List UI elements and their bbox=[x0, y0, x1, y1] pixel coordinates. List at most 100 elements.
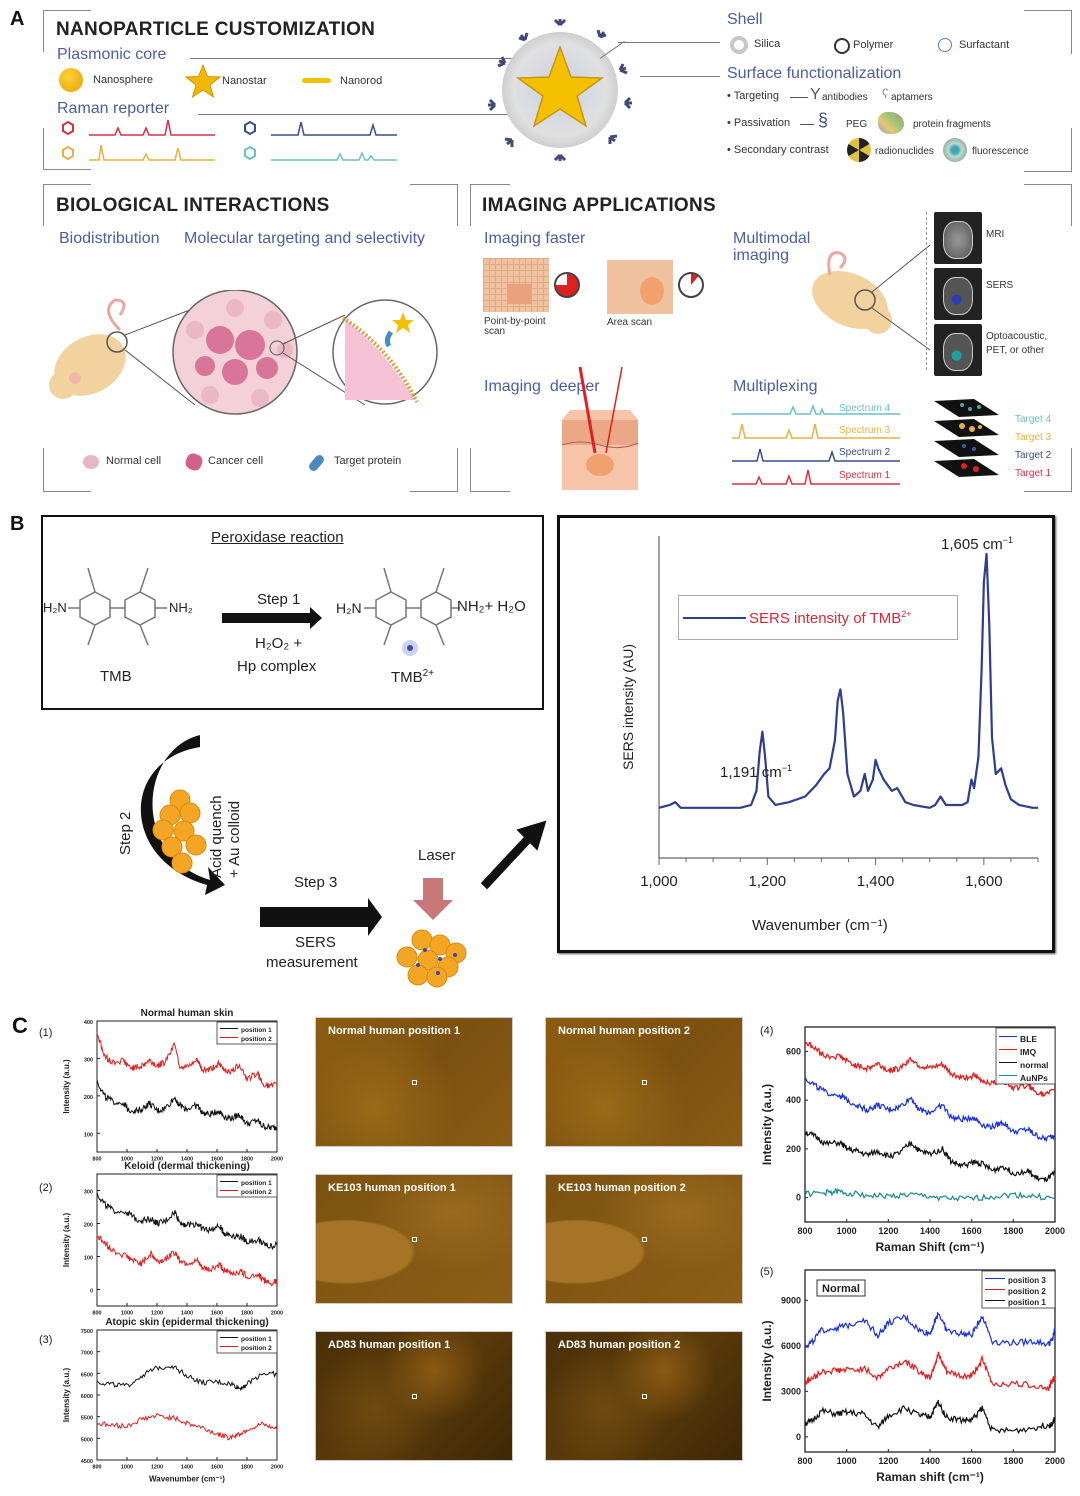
x-tick-label: 1600 bbox=[211, 1311, 223, 1317]
x-tick-label: 1800 bbox=[1003, 1456, 1023, 1466]
nanostar-icon bbox=[185, 64, 221, 98]
x-tick-label: 1200 bbox=[878, 1456, 898, 1466]
bracket bbox=[43, 128, 91, 170]
fluorescence-icon bbox=[943, 138, 967, 162]
step1-arrow bbox=[222, 607, 322, 629]
point-scan-grid bbox=[483, 258, 549, 312]
chart-title: Atopic skin (epidermal thickening) bbox=[105, 1317, 268, 1328]
legend-label: position 2 bbox=[1008, 1287, 1046, 1296]
target-protein-icon bbox=[307, 453, 326, 473]
y-tick-label: 0 bbox=[796, 1432, 801, 1442]
skin-depth-illustration bbox=[561, 366, 639, 490]
bio-interactions-title: BIOLOGICAL INTERACTIONS bbox=[56, 195, 330, 216]
legend-label: AuNPs bbox=[1020, 1073, 1048, 1083]
nanosphere-icon bbox=[59, 68, 83, 92]
biodistribution-illustration bbox=[49, 290, 438, 415]
sub-label-3: (3) bbox=[39, 1334, 53, 1346]
sub-label-4: (4) bbox=[760, 1025, 774, 1037]
micrograph-image: AD83 human position 1 bbox=[315, 1331, 513, 1461]
sers-chart-box bbox=[557, 515, 1055, 953]
passivation-label: • Passivation bbox=[727, 117, 791, 129]
legend-line bbox=[683, 617, 746, 619]
h2n-label: H₂N bbox=[43, 600, 67, 615]
chart-title: Normal human skin bbox=[141, 1008, 234, 1019]
reagent-h2o2: H₂O₂ + bbox=[255, 635, 303, 652]
stopwatch-icon bbox=[554, 272, 580, 298]
mouse-icon bbox=[49, 298, 128, 399]
spectrum-4-label: Spectrum 4 bbox=[839, 403, 891, 414]
secondary-contrast-label: • Secondary contrast bbox=[727, 144, 829, 156]
y-tick-label: 100 bbox=[84, 1256, 93, 1262]
series-line-imq bbox=[804, 1041, 1056, 1097]
bracket bbox=[470, 184, 510, 226]
legend-box bbox=[995, 1027, 1056, 1085]
peg-icon: § bbox=[818, 110, 829, 130]
biodistribution-heading: Biodistribution bbox=[59, 230, 160, 247]
leader-line bbox=[640, 76, 720, 77]
silica-shell-icon bbox=[730, 36, 748, 54]
legend-label: SERS intensity of TMB2+ bbox=[749, 609, 912, 627]
x-tick-label: 1,200 bbox=[749, 873, 787, 890]
bracket bbox=[470, 448, 510, 492]
tmb2-molecule bbox=[364, 567, 460, 646]
mri-scan-image bbox=[934, 212, 982, 264]
bracket bbox=[1024, 184, 1072, 226]
y-tick-label: 6500 bbox=[81, 1372, 93, 1378]
y-tick-label: 200 bbox=[84, 1095, 93, 1101]
step1-label: Step 1 bbox=[257, 591, 301, 608]
sers-scan-image bbox=[934, 268, 982, 320]
series-line-normal bbox=[804, 1131, 1056, 1183]
chart-raman-conditions: 800 1000 1200 1400 1600 1800 2000 0 200 400 600 Int… bbox=[760, 1026, 1065, 1254]
bracket bbox=[43, 10, 91, 52]
radionuclides-label: radionuclides bbox=[875, 146, 934, 157]
x-axis-title: Raman Shift (cm⁻¹) bbox=[875, 1240, 984, 1254]
y-tick-label: 200 bbox=[84, 1223, 93, 1229]
gold-colloid-cluster bbox=[152, 789, 207, 874]
x-tick-label: 1200 bbox=[151, 1311, 163, 1317]
leader-line bbox=[190, 58, 520, 59]
x-axis-title: Wavenumber (cm⁻¹) bbox=[149, 1475, 225, 1484]
x-tick-label: 1200 bbox=[878, 1226, 898, 1236]
radionuclide-icon bbox=[847, 138, 871, 162]
modality-optoacoustic: Optoacoustic, PET, or other bbox=[986, 331, 1048, 356]
aptamers-label: aptamers bbox=[891, 92, 933, 103]
y-axis-title: Intensity (a.u.) bbox=[760, 1320, 774, 1401]
sub-label-2: (2) bbox=[39, 1182, 53, 1194]
x-tick-label: 1800 bbox=[241, 1157, 253, 1163]
target-1-label: Target 1 bbox=[1015, 468, 1052, 479]
y-tick-label: 400 bbox=[786, 1095, 801, 1105]
sers-spectrum-line bbox=[658, 552, 1038, 809]
dash bbox=[800, 124, 814, 125]
spectrum-3 bbox=[732, 423, 900, 439]
x-tick-label: 1400 bbox=[181, 1157, 193, 1163]
targeting-label: • Targeting bbox=[727, 90, 779, 102]
legend-label: position 2 bbox=[241, 1189, 272, 1196]
panel-label-c: C bbox=[12, 1013, 28, 1038]
x-tick-label: 1600 bbox=[962, 1456, 982, 1466]
to-chart-arrow bbox=[480, 820, 547, 890]
h2n-plus-label: H₂N bbox=[336, 600, 362, 616]
modality-mri: MRI bbox=[986, 229, 1005, 240]
raman-reporter-heading: Raman reporter bbox=[57, 100, 170, 117]
y-tick-label: 300 bbox=[84, 1190, 93, 1196]
legend-cancer-cell: Cancer cell bbox=[208, 455, 264, 467]
reporter-spectrum bbox=[271, 151, 397, 161]
x-tick-label: 1600 bbox=[962, 1226, 982, 1236]
series-line-position-1 bbox=[804, 1399, 1056, 1435]
shell-surfactant-label: Surfactant bbox=[959, 39, 1010, 51]
tmb-structures bbox=[68, 567, 460, 656]
legend-label: BLE bbox=[1020, 1034, 1037, 1044]
sers-measure-cluster bbox=[396, 929, 467, 988]
bracket bbox=[410, 184, 458, 226]
series-line-position-2 bbox=[96, 1234, 278, 1287]
series-line-position-1 bbox=[96, 1364, 278, 1392]
area-scan-square bbox=[607, 260, 673, 314]
bracket bbox=[410, 448, 458, 492]
annotation-box bbox=[816, 1279, 866, 1297]
y-tick-label: 100 bbox=[84, 1132, 93, 1138]
normal-cell-icon bbox=[83, 455, 99, 469]
mouse-icon bbox=[812, 245, 930, 351]
measurement-spot-marker bbox=[412, 1394, 417, 1399]
polymer-shell-icon bbox=[834, 38, 850, 54]
spectrum-2 bbox=[732, 448, 900, 462]
